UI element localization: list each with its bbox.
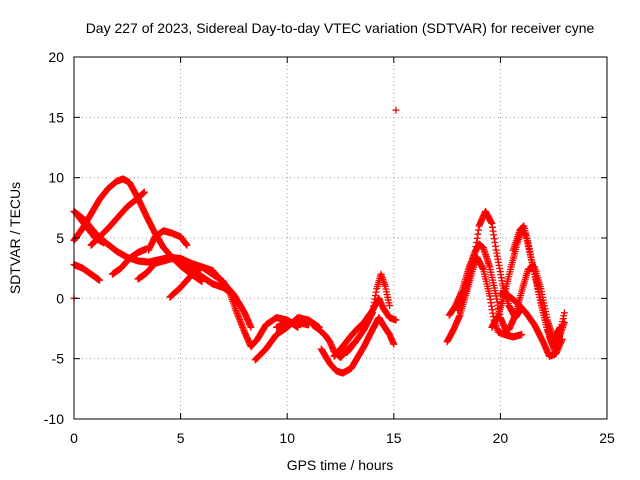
data-point bbox=[96, 276, 104, 284]
x-tick-label: 0 bbox=[70, 430, 78, 446]
y-tick-label: 0 bbox=[56, 290, 64, 306]
x-tick-label: 5 bbox=[177, 430, 185, 446]
data-point bbox=[390, 340, 398, 348]
x-tick-label: 25 bbox=[599, 430, 615, 446]
y-tick-label: -5 bbox=[52, 351, 65, 367]
x-axis-label: GPS time / hours bbox=[287, 457, 394, 473]
data-point bbox=[560, 309, 568, 317]
axis-ticks: 0 5 10 15 20 25 -10 -5 0 5 10 15 20 bbox=[44, 49, 615, 446]
data-point bbox=[392, 316, 400, 324]
y-tick-label: 15 bbox=[48, 109, 64, 125]
y-tick-label: 20 bbox=[48, 49, 64, 65]
x-tick-label: 15 bbox=[386, 430, 402, 446]
outlier-point bbox=[392, 106, 400, 114]
data-point bbox=[518, 331, 526, 339]
data-points bbox=[70, 106, 568, 377]
y-tick-label: 5 bbox=[56, 230, 64, 246]
data-point bbox=[140, 188, 148, 196]
x-tick-label: 10 bbox=[279, 430, 295, 446]
data-point bbox=[183, 241, 191, 249]
data-point bbox=[100, 239, 108, 247]
y-axis-label: SDTVAR / TECUs bbox=[7, 182, 23, 294]
grid-lines bbox=[74, 57, 607, 419]
data-point bbox=[247, 323, 255, 331]
x-tick-label: 20 bbox=[493, 430, 509, 446]
y-tick-label: 10 bbox=[48, 170, 64, 186]
chart-title: Day 227 of 2023, Sidereal Day-to-day VTE… bbox=[86, 20, 595, 36]
data-point bbox=[386, 302, 394, 310]
y-tick-label: -10 bbox=[44, 411, 64, 427]
